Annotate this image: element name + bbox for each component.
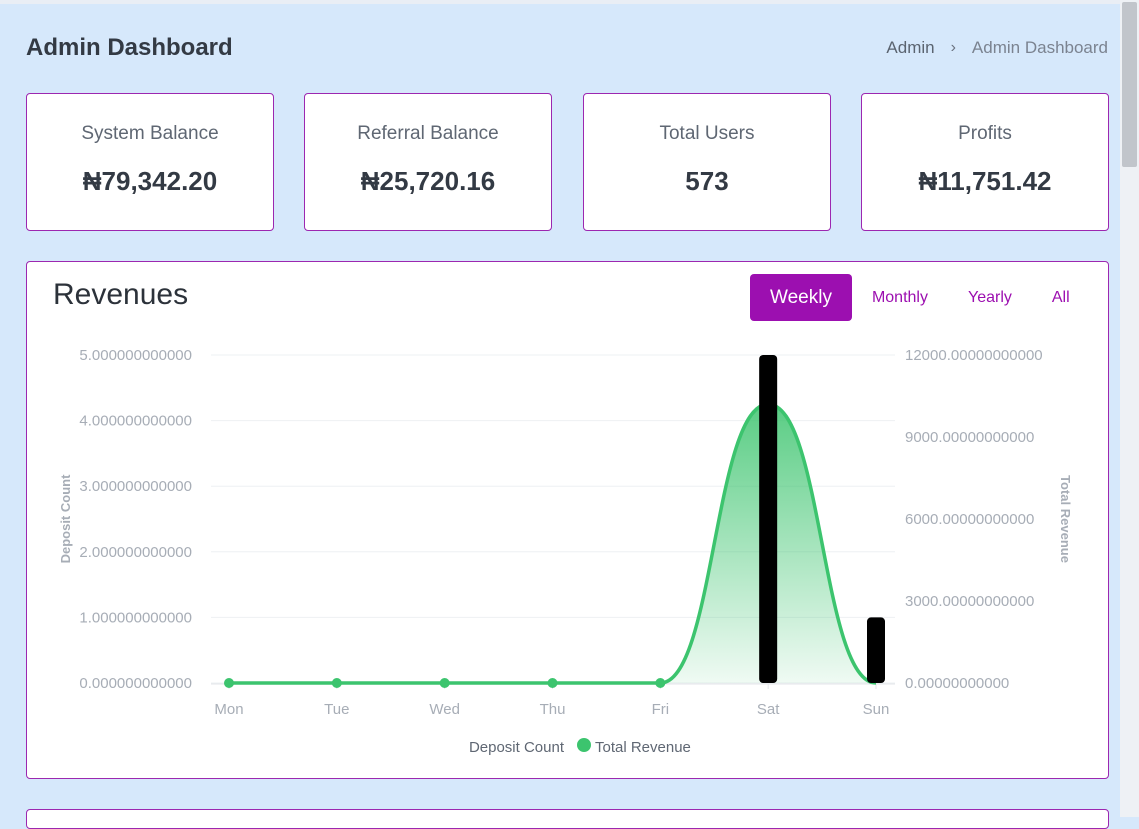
x-tick-label: Sun <box>863 701 890 718</box>
stat-value: ₦11,751.42 <box>918 166 1052 196</box>
deposit-bar <box>759 355 778 683</box>
stat-label: Referral Balance <box>357 123 499 144</box>
breadcrumb-current: Admin Dashboard <box>971 38 1108 57</box>
legend-revenue-marker <box>577 738 591 752</box>
x-tick-label: Thu <box>540 701 566 718</box>
revenue-point <box>655 678 666 688</box>
y-tick-label: 2.000000000000 <box>79 544 192 561</box>
revenues-card: 0.000000000000 1.000000000000 2.0000000000… <box>26 261 1109 779</box>
deposit-bar <box>867 617 885 683</box>
x-tick-label: Mon <box>214 701 243 718</box>
stat-label: Total Users <box>659 123 755 144</box>
y2-tick-label: 3000.00000000000 <box>905 593 1034 610</box>
tab-all[interactable]: All <box>1051 288 1070 306</box>
stat-label: Profits <box>958 123 1012 144</box>
x-tick-label: Fri <box>652 701 670 718</box>
stat-value: 573 <box>685 166 729 196</box>
stat-card-profits: Profits ₦11,751.42 <box>861 93 1109 231</box>
x-tick-label: Wed <box>429 701 460 718</box>
y-tick-label: 0.000000000000 <box>79 675 192 692</box>
y-tick-label: 1.000000000000 <box>79 609 192 626</box>
top-shadow <box>0 0 1120 4</box>
y-tick-label: 4.000000000000 <box>79 413 192 430</box>
legend-deposit-count: Deposit Count <box>469 739 565 756</box>
next-card <box>26 809 1109 829</box>
stat-card-referral-balance: Referral Balance ₦25,720.16 <box>304 93 552 231</box>
revenue-area <box>229 404 876 683</box>
y2-tick-label: 6000.00000000000 <box>905 511 1034 528</box>
scrollbar-thumb[interactable] <box>1122 2 1137 167</box>
x-tick-label: Sat <box>757 701 780 718</box>
y-tick-label: 5.000000000000 <box>79 347 192 364</box>
revenue-point <box>331 678 342 688</box>
revenues-title: Revenues <box>53 278 189 311</box>
legend-total-revenue: Total Revenue <box>595 739 691 756</box>
revenue-point <box>439 678 450 688</box>
stat-value: ₦25,720.16 <box>360 166 496 196</box>
revenue-point <box>547 678 558 688</box>
chevron-right-icon: › <box>950 39 956 56</box>
y2-tick-label: 0.00000000000 <box>905 675 1009 692</box>
tab-monthly[interactable]: Monthly <box>871 288 928 306</box>
revenues-chart: 0.000000000000 1.000000000000 2.0000000000… <box>58 347 1073 756</box>
stat-label: System Balance <box>81 123 219 144</box>
y2-tick-label: 12000.00000000000 <box>905 347 1043 364</box>
y-tick-label: 3.000000000000 <box>79 478 192 495</box>
revenue-point <box>224 678 234 688</box>
x-tick-label: Tue <box>324 701 349 718</box>
stat-card-total-users: Total Users 573 <box>583 93 831 231</box>
y2-axis-title: Total Revenue <box>1058 475 1073 563</box>
tab-yearly[interactable]: Yearly <box>967 288 1012 306</box>
y-axis-title: Deposit Count <box>58 474 73 563</box>
page-title: Admin Dashboard <box>26 34 233 61</box>
tab-weekly[interactable]: Weekly <box>750 274 852 321</box>
stat-value: ₦79,342.20 <box>82 166 218 196</box>
stat-card-system-balance: System Balance ₦79,342.20 <box>26 93 274 231</box>
scrollbar[interactable] <box>1120 0 1139 817</box>
y2-tick-label: 9000.00000000000 <box>905 429 1034 446</box>
breadcrumb: Admin › Admin Dashboard <box>886 38 1108 58</box>
range-tabs: Weekly Monthly Yearly All <box>750 274 1090 321</box>
breadcrumb-admin-link[interactable]: Admin <box>886 38 935 57</box>
revenue-line <box>228 402 877 685</box>
